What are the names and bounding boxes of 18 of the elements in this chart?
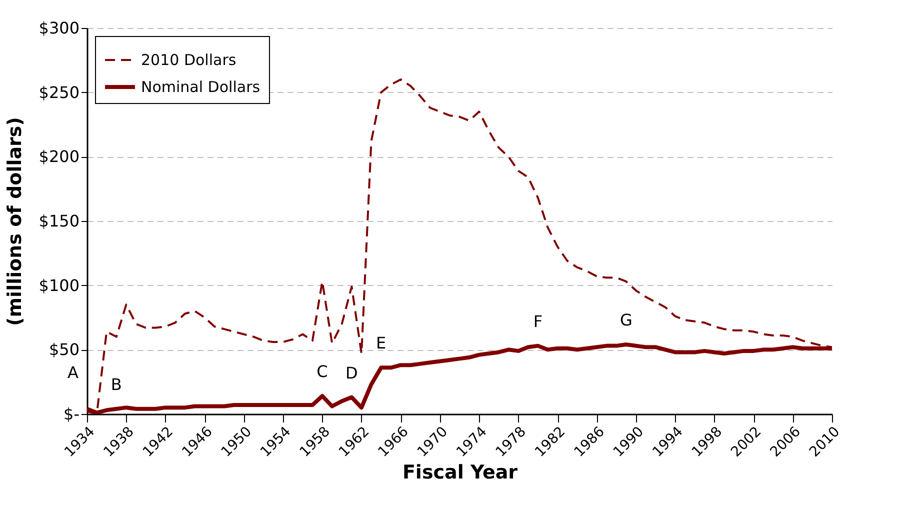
- annotation: B: [110, 374, 122, 394]
- annotation: D: [346, 363, 358, 382]
- y-axis-title: (millions of dollars): [4, 117, 26, 326]
- annotation: G: [620, 310, 632, 330]
- annotation: E: [376, 334, 386, 353]
- y-tick-label: $200: [38, 147, 80, 166]
- y-tick-label: $300: [38, 18, 80, 38]
- legend-label: Nominal Dollars: [141, 78, 260, 96]
- annotation: F: [533, 312, 543, 331]
- y-tick-label: $50: [48, 340, 80, 360]
- x-axis-title: Fiscal Year: [402, 462, 518, 484]
- y-tick-label: $250: [38, 82, 80, 102]
- annotation: C: [316, 362, 328, 381]
- annotation: A: [68, 362, 79, 382]
- legend-label: 2010 Dollars: [141, 51, 236, 69]
- y-tick-label: $100: [38, 276, 80, 295]
- y-tick-label: $-: [64, 404, 80, 424]
- y-tick-label: $150: [38, 212, 80, 230]
